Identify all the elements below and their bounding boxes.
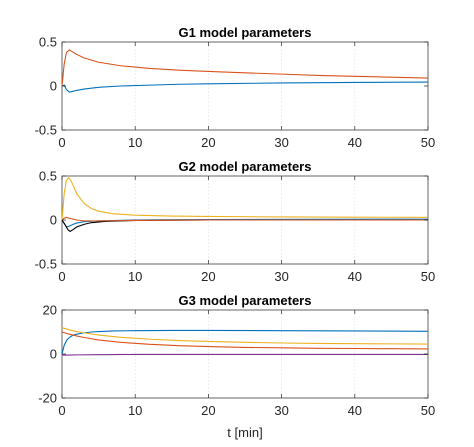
chart-title: G2 model parameters [179,159,312,174]
y-tick-label: -0.5 [35,257,57,272]
x-tick-label: 50 [421,135,435,150]
x-tick-label: 0 [58,269,65,284]
y-tick-label: 0.5 [39,169,57,184]
y-tick-label: 0 [50,79,57,94]
y-tick-label: 0 [50,213,57,228]
x-tick-label: 10 [128,135,142,150]
y-tick-label: 0.5 [39,35,57,50]
chart-panel-g3: G3 model parameters t [min] 0 10 20 30 40 50 -… [38,293,435,440]
y-tick-label: 0 [50,347,57,362]
series-line-3 [61,331,429,350]
chart-title: G3 model parameters [179,293,312,308]
x-tick-label: 20 [201,403,215,418]
x-tick-label: 50 [421,269,435,284]
series-line-2 [61,327,429,345]
chart-panel-g1: G1 model parameters 0 10 20 30 40 50-0.500.5 [35,25,436,150]
y-tick-label: 20 [43,303,57,318]
x-tick-label: 40 [348,403,362,418]
x-tick-label: 30 [274,403,288,418]
series-line-1 [61,329,429,355]
x-tick-label: 30 [274,269,288,284]
x-tick-label: 0 [58,403,65,418]
x-tick-label: 0 [58,135,65,150]
x-tick-label: 10 [128,269,142,284]
y-tick-label: -20 [38,391,57,406]
x-axis-label: t [min] [227,425,262,440]
series-line-4 [62,353,428,356]
x-tick-label: 50 [421,403,435,418]
x-tick-label: 40 [348,135,362,150]
chart-title: G1 model parameters [179,25,312,40]
x-tick-label: 20 [201,269,215,284]
series-line-1 [61,49,429,87]
series-line-2 [61,81,429,93]
y-tick-label: -0.5 [35,123,57,138]
series-line-1 [61,176,429,221]
x-tick-label: 20 [201,135,215,150]
x-tick-label: 30 [274,135,288,150]
x-tick-label: 10 [128,403,142,418]
series-line-4 [61,216,428,222]
chart-panel-g2: G2 model parameters 0 10 20 30 40 50-0.500.5 [35,159,436,284]
x-tick-label: 40 [348,269,362,284]
